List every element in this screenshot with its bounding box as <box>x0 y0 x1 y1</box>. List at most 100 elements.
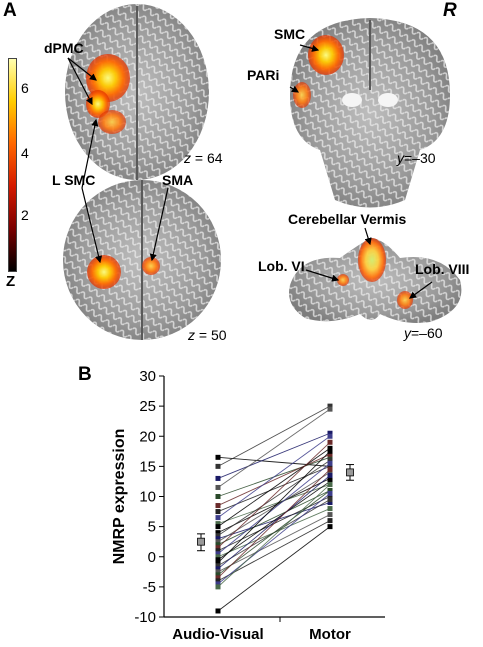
subject-point-audio-visual <box>215 554 221 560</box>
coord-value: = 64 <box>194 150 223 166</box>
subject-point-motor <box>327 475 333 481</box>
subject-point-audio-visual <box>215 545 221 551</box>
arrow-lob-vi <box>305 269 340 282</box>
subject-point-motor <box>327 469 333 475</box>
subject-point-motor <box>327 497 333 503</box>
label-dpmc: dPMC <box>44 40 84 56</box>
subject-point-audio-visual <box>215 494 221 499</box>
subject-point-audio-visual <box>215 533 221 539</box>
subject-point-audio-visual <box>215 575 221 581</box>
subject-line <box>217 469 331 579</box>
colorbar-tick-2: 2 <box>21 207 29 223</box>
coord-value: = 50 <box>198 327 227 343</box>
colorbar-gradient <box>9 59 16 271</box>
subject-line <box>217 441 331 549</box>
subject-point-motor <box>327 512 333 518</box>
subject-point-motor <box>327 451 333 457</box>
subject-point-audio-visual <box>215 503 221 509</box>
arrow-dpmc <box>67 57 97 81</box>
y-tick-label: -10 <box>134 609 156 626</box>
subject-line <box>217 481 331 561</box>
subject-line <box>217 459 331 537</box>
y-tick-label: 25 <box>139 398 156 415</box>
subject-point-motor <box>327 463 333 469</box>
subject-line <box>217 493 331 585</box>
subject-point-motor <box>327 518 333 524</box>
subject-point-audio-visual <box>215 530 221 536</box>
subject-line <box>217 475 331 570</box>
axial-slice-z64 <box>65 4 209 180</box>
arrow-lob-viii <box>409 281 433 299</box>
subject-point-audio-visual <box>215 551 221 557</box>
label-smc: SMC <box>274 26 306 42</box>
subject-point-audio-visual <box>215 484 221 490</box>
arrow-sma <box>149 187 169 262</box>
subject-line <box>217 484 331 588</box>
subject-point-audio-visual <box>215 581 221 587</box>
subject-line <box>217 490 331 576</box>
subject-point-motor <box>327 445 333 451</box>
arrow-dpmc-2 <box>67 57 93 106</box>
mean-marker <box>197 537 205 546</box>
subject-point-motor <box>327 454 333 460</box>
subject-line <box>217 408 331 488</box>
subject-point-audio-visual <box>215 521 221 527</box>
subject-point-motor <box>327 439 333 445</box>
subject-point-motor <box>327 490 333 496</box>
subject-point-audio-visual <box>215 557 221 563</box>
brain-slices-svg <box>63 4 462 340</box>
subject-point-audio-visual <box>215 563 221 569</box>
subject-point-motor <box>327 478 333 484</box>
subject-line <box>217 435 331 518</box>
subject-point-motor <box>327 500 333 506</box>
subject-point-motor <box>327 472 333 478</box>
subject-point-motor <box>327 506 333 512</box>
nmrp-chart: 30 25 20 15 10 5 0 -5 -10 Audio-Visual Motor NMRP e… <box>111 368 385 643</box>
panel-b-letter: B <box>78 364 92 385</box>
subject-line <box>217 453 331 506</box>
subject-point-motor <box>327 457 333 463</box>
subject-point-motor <box>327 430 333 436</box>
subject-point-audio-visual <box>215 560 221 566</box>
arrow-pari <box>289 85 300 93</box>
label-pari: PARi <box>247 67 280 83</box>
colorbar-tick-6: 6 <box>21 80 29 96</box>
y-tick-label: -5 <box>143 579 156 596</box>
subject-point-audio-visual <box>215 454 221 460</box>
arrow-vermis <box>364 227 372 246</box>
subject-point-motor <box>327 448 333 454</box>
coronal-slice-y-30 <box>290 18 450 208</box>
subject-point-motor <box>327 494 333 499</box>
label-lob-viii: Lob. VIII <box>415 261 470 277</box>
subject-point-audio-visual <box>215 515 221 521</box>
subject-point-motor <box>327 481 333 487</box>
subject-point-audio-visual <box>215 548 221 554</box>
subject-point-audio-visual <box>215 572 221 578</box>
subject-point-motor <box>327 466 333 472</box>
coord-y-60: y=–60 <box>404 325 443 341</box>
coord-axis: y <box>397 150 404 166</box>
subject-point-audio-visual <box>215 584 221 590</box>
subject-line <box>217 490 331 546</box>
subject-point-audio-visual <box>215 536 221 542</box>
y-tick-label: 5 <box>148 519 156 536</box>
coord-z50: z = 50 <box>188 327 227 343</box>
coord-axis: z <box>184 150 191 166</box>
coord-value: =–60 <box>411 325 443 341</box>
panel-a-letter: A <box>3 0 17 21</box>
subject-point-audio-visual <box>215 569 221 575</box>
subject-line <box>217 514 331 573</box>
axial-slice-z50 <box>63 180 221 340</box>
subject-point-motor <box>327 433 333 439</box>
label-l-smc: L SMC <box>52 172 96 188</box>
subject-point-motor <box>327 403 333 409</box>
subject-line <box>217 405 331 467</box>
arrow-l-smc-1 <box>81 118 99 189</box>
subject-point-audio-visual <box>215 539 221 545</box>
subject-line <box>217 526 331 612</box>
coord-axis: z <box>188 327 195 343</box>
subject-line <box>217 432 331 479</box>
y-tick-label: 30 <box>139 368 156 385</box>
subject-point-audio-visual <box>215 463 221 469</box>
coord-value: =–30 <box>404 150 436 166</box>
